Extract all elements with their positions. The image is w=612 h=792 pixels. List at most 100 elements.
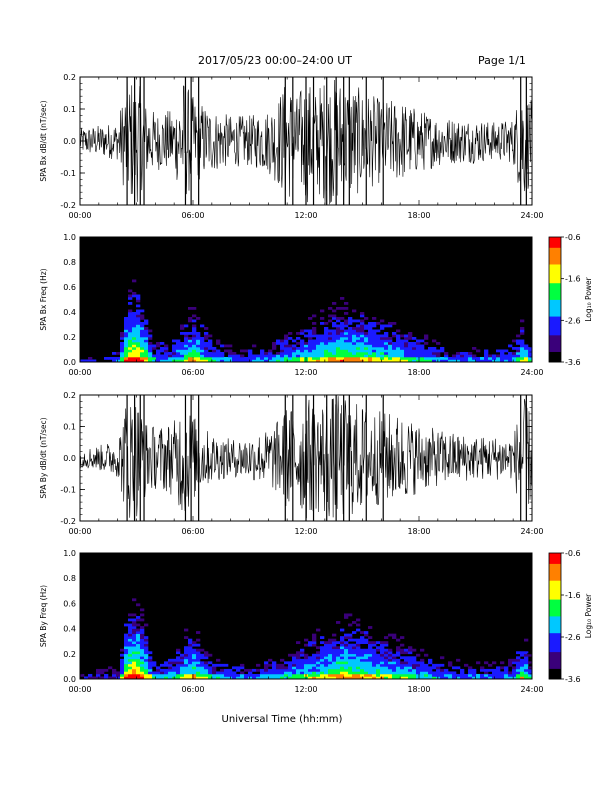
heatmap-cell	[336, 671, 341, 675]
heatmap-cell	[272, 347, 277, 350]
heatmap-cell	[468, 352, 473, 355]
heatmap-cell	[336, 656, 341, 660]
heatmap-cell	[192, 332, 197, 335]
heatmap-cell	[404, 666, 409, 670]
heatmap-cell	[284, 359, 289, 363]
heatmap-cell	[524, 656, 529, 660]
x-tick-label: 18:00	[407, 211, 430, 220]
heatmap-cell	[428, 352, 433, 355]
heatmap-cell	[376, 329, 381, 333]
heatmap-cell	[240, 359, 245, 363]
heatmap-cell	[520, 349, 525, 353]
heatmap-cell	[336, 621, 341, 624]
heatmap-cell	[312, 332, 317, 335]
colorbar-segment	[549, 666, 561, 669]
heatmap-cell	[268, 658, 273, 662]
colorbar-segment	[549, 262, 561, 265]
heatmap-cell	[376, 334, 381, 338]
heatmap-cell	[316, 676, 321, 680]
heatmap-cell	[192, 329, 197, 333]
heatmap-cell	[296, 349, 301, 353]
heatmap-cell	[312, 342, 317, 345]
heatmap-cell	[516, 357, 521, 360]
heatmap-cell	[396, 344, 401, 348]
heatmap-cell	[512, 354, 517, 358]
heatmap-cell	[416, 352, 421, 355]
heatmap-cell	[340, 342, 345, 345]
heatmap-cell	[224, 344, 229, 348]
heatmap-cell	[136, 332, 141, 335]
heatmap-cell	[296, 337, 301, 340]
heatmap-cell	[136, 631, 141, 634]
heatmap-cell	[336, 673, 341, 677]
heatmap-cell	[520, 653, 525, 657]
heatmap-cell	[140, 344, 145, 348]
heatmap-cell	[344, 344, 349, 348]
heatmap-cell	[400, 673, 405, 677]
heatmap-cell	[408, 656, 413, 660]
heatmap-cell	[424, 342, 429, 345]
heatmap-cell	[140, 638, 145, 642]
colorbar-segment	[549, 662, 561, 665]
heatmap-cell	[324, 648, 329, 652]
heatmap-cell	[396, 663, 401, 667]
heatmap-cell	[188, 673, 193, 677]
heatmap-cell	[180, 342, 185, 345]
heatmap-cell	[300, 653, 305, 657]
heatmap-cell	[120, 671, 125, 675]
heatmap-cell	[180, 354, 185, 358]
heatmap-cell	[360, 349, 365, 353]
heatmap-cell	[332, 658, 337, 662]
heatmap-cell	[396, 653, 401, 657]
heatmap-cell	[224, 676, 229, 680]
heatmap-cell	[288, 337, 293, 340]
heatmap-cell	[304, 658, 309, 662]
heatmap-cell	[380, 342, 385, 345]
heatmap-cell	[360, 324, 365, 328]
heatmap-cell	[124, 324, 129, 328]
heatmap-cell	[288, 357, 293, 360]
y-tick-label: 0.2	[63, 333, 76, 342]
heatmap-cell	[364, 633, 369, 637]
heatmap-cell	[196, 648, 201, 652]
heatmap-cell	[128, 342, 133, 345]
heatmap-cell	[368, 646, 373, 650]
heatmap-cell	[496, 354, 501, 358]
heatmap-cell	[340, 327, 345, 330]
heatmap-cell	[440, 357, 445, 360]
colorbar-segment	[549, 351, 561, 355]
heatmap-cell	[252, 676, 257, 680]
heatmap-cell	[340, 324, 345, 328]
heatmap-cell	[528, 661, 533, 665]
heatmap-cell	[340, 663, 345, 667]
heatmap-cell	[400, 359, 405, 363]
heatmap-cell	[364, 334, 369, 338]
heatmap-cell	[256, 359, 261, 363]
heatmap-cell	[204, 661, 209, 665]
heatmap-cell	[404, 354, 409, 358]
colorbar-segment	[549, 289, 561, 292]
heatmap-cell	[368, 344, 373, 348]
heatmap-cell	[380, 347, 385, 350]
heatmap-cell	[356, 653, 361, 657]
heatmap-cell	[128, 641, 133, 645]
heatmap-cell	[348, 319, 353, 323]
heatmap-cell	[136, 339, 141, 343]
heatmap-cell	[192, 648, 197, 652]
heatmap-cell	[232, 676, 237, 680]
heatmap-cell	[344, 312, 349, 315]
heatmap-cell	[468, 673, 473, 677]
heatmap-cell	[128, 354, 133, 358]
heatmap-cell	[256, 668, 261, 672]
heatmap-cell	[344, 663, 349, 667]
colorbar-segment	[549, 670, 561, 674]
heatmap-cell	[332, 663, 337, 667]
heatmap-cell	[192, 354, 197, 358]
colorbar-segment	[549, 249, 561, 252]
heatmap-cell	[412, 666, 417, 670]
heatmap-cell	[320, 661, 325, 665]
heatmap-cell	[120, 347, 125, 350]
heatmap-cell	[268, 671, 273, 675]
heatmap-cell	[328, 638, 333, 642]
